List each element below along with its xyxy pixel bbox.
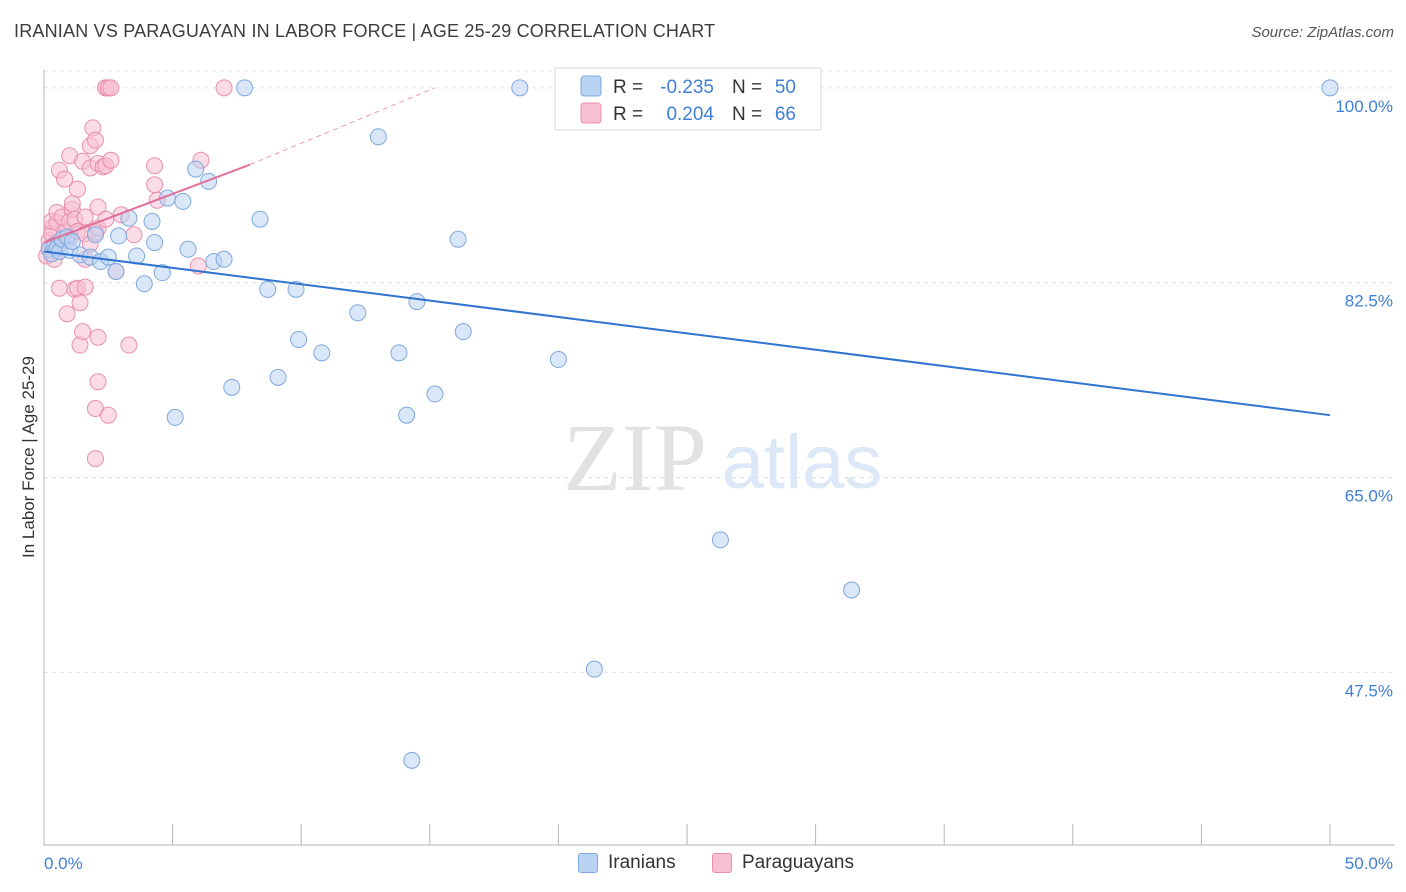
- gridlines: [44, 70, 1395, 673]
- paraguayans-point-21: [63, 195, 81, 213]
- iranians-point-15: [110, 227, 128, 245]
- iranians-point-36: [290, 330, 308, 348]
- iranians-point-13: [99, 248, 117, 266]
- iranians-point-23: [166, 408, 184, 426]
- y-tick-label-100: 100.0%: [1335, 97, 1393, 116]
- iranians-point-38: [349, 304, 367, 322]
- iranians-point-37: [313, 344, 331, 362]
- paraguayans-point-54: [99, 406, 117, 424]
- iranians-point-17: [128, 247, 146, 265]
- iranians-point-42: [403, 751, 421, 769]
- source-label: Source: ZipAtlas.com: [1251, 24, 1394, 41]
- paraguayans-point-61: [146, 157, 164, 175]
- iranians-point-11: [86, 226, 104, 244]
- x-tick-label-min: 0.0%: [44, 854, 83, 873]
- paraguayans-point-62: [146, 176, 164, 194]
- stats-legend-swatch-pink: [580, 102, 602, 124]
- paraguayans-point-42: [86, 450, 104, 468]
- iranians-point-20: [146, 234, 164, 252]
- iranians-point-30: [223, 378, 241, 396]
- paraguayans-point-46: [89, 328, 107, 346]
- stats-r-label-blue: R =: [613, 77, 643, 98]
- iranians-point-33: [259, 280, 277, 298]
- iranians-point-51: [843, 581, 861, 599]
- iranians-point-46: [454, 323, 472, 341]
- stats-n-label-pink: N =: [732, 104, 762, 125]
- iranians-point-27: [200, 172, 218, 190]
- stats-legend-swatch-blue: [580, 75, 602, 97]
- iranians-point-8: [63, 232, 81, 250]
- iranians-point-44: [426, 385, 444, 403]
- paraguayans-point-39: [86, 131, 104, 149]
- iranians-point-47: [511, 79, 529, 97]
- iranians-point-25: [179, 240, 197, 258]
- paraguayans-points: [38, 79, 233, 468]
- paraguayans-point-11: [50, 279, 68, 297]
- iranians-point-40: [390, 344, 408, 362]
- y-axis-title: In Labor Force | Age 25-29: [19, 356, 38, 558]
- iranians-point-29: [215, 250, 233, 268]
- paraguayans-point-44: [89, 373, 107, 391]
- iranians-point-18: [135, 275, 153, 293]
- iranians-point-31: [236, 79, 254, 97]
- iranians-point-19: [143, 212, 161, 230]
- legend-swatch-iranians: [578, 853, 598, 873]
- iranians-point-50: [711, 531, 729, 549]
- legend-item-paraguayans: Paraguayans: [712, 852, 854, 874]
- iranians-point-43: [408, 293, 426, 311]
- legend-label-iranians: Iranians: [608, 852, 676, 873]
- paraguayans-point-60: [125, 226, 143, 244]
- iranians-point-48: [549, 351, 567, 369]
- watermark-zip: ZIP: [563, 404, 707, 511]
- paraguayans-point-59: [120, 336, 138, 354]
- paraguayans-trend-extension: [249, 87, 436, 166]
- paraguayans-point-16: [58, 305, 76, 323]
- iranians-point-52: [1321, 79, 1339, 97]
- paraguayans-point-26: [68, 180, 86, 198]
- y-tick-label-65: 65.0%: [1345, 487, 1393, 506]
- paraguayans-point-14: [56, 170, 74, 188]
- iranians-point-35: [287, 280, 305, 298]
- iranians-point-21: [153, 264, 171, 282]
- paraguayans-trend-line: [43, 163, 251, 244]
- stats-legend: R = -0.235 N = 50 R = 0.204 N = 66: [554, 67, 822, 131]
- y-tick-label-47-5: 47.5%: [1345, 681, 1393, 700]
- x-tick-label-max: 50.0%: [1345, 854, 1393, 873]
- paraguayans-point-56: [102, 79, 120, 97]
- paraguayans-point-43: [89, 198, 107, 216]
- paraguayans-point-33: [76, 208, 94, 226]
- stats-n-value-blue: 50: [775, 77, 796, 98]
- iranians-point-45: [449, 230, 467, 248]
- legend-label-paraguayans: Paraguayans: [742, 852, 854, 873]
- paraguayans-point-55: [102, 151, 120, 169]
- iranians-point-14: [107, 263, 125, 281]
- stats-r-value-pink: 0.204: [666, 104, 714, 125]
- legend-swatch-paraguayans: [712, 853, 732, 873]
- watermark-atlas: atlas: [722, 420, 883, 505]
- iranians-point-34: [269, 368, 287, 386]
- x-axis-ticks: [43, 824, 1331, 845]
- stats-r-label-pink: R =: [613, 104, 643, 125]
- paraguayans-point-66: [215, 79, 233, 97]
- bottom-legend: Iranians Paraguayans: [0, 852, 1406, 878]
- iranians-point-41: [398, 406, 416, 424]
- legend-item-iranians: Iranians: [578, 852, 676, 874]
- stats-r-value-blue: -0.235: [660, 77, 714, 98]
- iranians-trend-line: [43, 250, 1331, 417]
- iranians-point-24: [174, 192, 192, 210]
- watermark: ZIP atlas: [563, 404, 882, 511]
- y-tick-label-82-5: 82.5%: [1345, 292, 1393, 311]
- paraguayans-point-30: [74, 323, 92, 341]
- iranians-point-49: [585, 660, 603, 678]
- stats-n-label-blue: N =: [732, 77, 762, 98]
- paraguayans-point-32: [76, 278, 94, 296]
- paraguayans-point-27: [71, 294, 89, 312]
- iranians-point-39: [369, 128, 387, 146]
- iranians-point-26: [187, 160, 205, 178]
- chart-title: IRANIAN VS PARAGUAYAN IN LABOR FORCE | A…: [14, 21, 716, 41]
- stats-n-value-pink: 66: [775, 104, 796, 125]
- y-tick-labels: 100.0% 82.5% 65.0% 47.5%: [1335, 97, 1393, 701]
- iranians-point-32: [251, 210, 269, 228]
